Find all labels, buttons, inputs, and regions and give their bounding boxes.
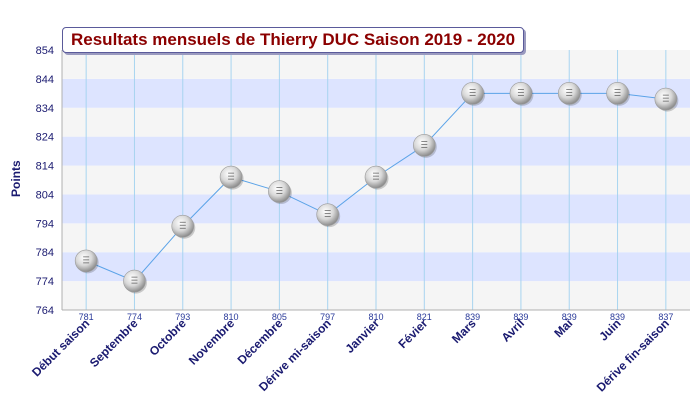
y-tick-label: 774 [36,276,54,288]
data-point [557,82,582,106]
data-point-ball [606,82,629,105]
data-point-ball [461,82,484,105]
chart-title: Resultats mensuels de Thierry DUC Saison… [62,27,525,53]
data-label: 810 [224,312,239,322]
data-label: 810 [368,312,383,322]
data-label: 774 [127,312,142,322]
y-tick-label: 834 [36,103,54,115]
data-point [461,82,486,106]
data-point [268,180,292,205]
data-point [413,134,437,158]
x-tick-label: Septembre [87,316,141,370]
data-label: 821 [417,312,432,322]
data-label: 839 [610,312,625,322]
data-point [364,165,389,190]
data-label: 839 [513,312,528,322]
data-label: 805 [272,312,287,322]
data-label: 793 [175,312,190,322]
data-point-ball [413,134,436,157]
x-tick-label: Févier [396,316,431,351]
y-tick-label: 794 [36,218,54,230]
x-tick-label: Décembre [235,316,286,367]
y-axis-ticks: 764 774 784 794 804 814 824 834 844 854 [36,45,54,317]
data-label: 839 [562,312,577,322]
y-tick-label: 854 [36,45,54,57]
axes [61,50,690,311]
data-point [123,269,147,294]
data-points [74,82,679,294]
y-tick-label: 824 [36,132,54,144]
data-point [654,87,679,112]
data-label: 839 [465,312,480,322]
y-axis-label: Points [9,160,23,197]
data-point [316,203,341,228]
y-tick-label: 814 [36,161,54,173]
y-tick-label: 804 [36,189,54,201]
data-point-ball [123,269,146,293]
data-point [171,214,196,239]
x-tick-label: Octobre [146,316,189,359]
data-point-ball [171,214,195,238]
data-point-ball [654,87,678,111]
x-tick-label: Novembre [186,316,238,368]
data-point [74,249,99,274]
data-point-ball [74,249,98,273]
data-point-ball [557,82,581,105]
data-point [606,82,631,106]
y-tick-label: 784 [36,247,54,259]
data-point [219,165,244,190]
data-point [509,82,534,106]
data-point-ball [364,165,388,189]
x-tick-label: Début saison [29,316,92,379]
data-label: 837 [658,312,673,322]
data-point-ball [509,82,533,105]
data-label: 797 [320,312,335,322]
y-tick-label: 844 [36,74,54,86]
y-tick-label: 764 [36,305,54,317]
data-point-ball [219,165,243,189]
data-labels: 781 774 793 810 805 797 810 821 839 839 839 839 837 [79,312,674,322]
data-point-ball [268,180,291,203]
data-label: 781 [79,312,94,322]
x-tick-label: Janvier [343,316,383,356]
data-point-ball [316,203,339,226]
